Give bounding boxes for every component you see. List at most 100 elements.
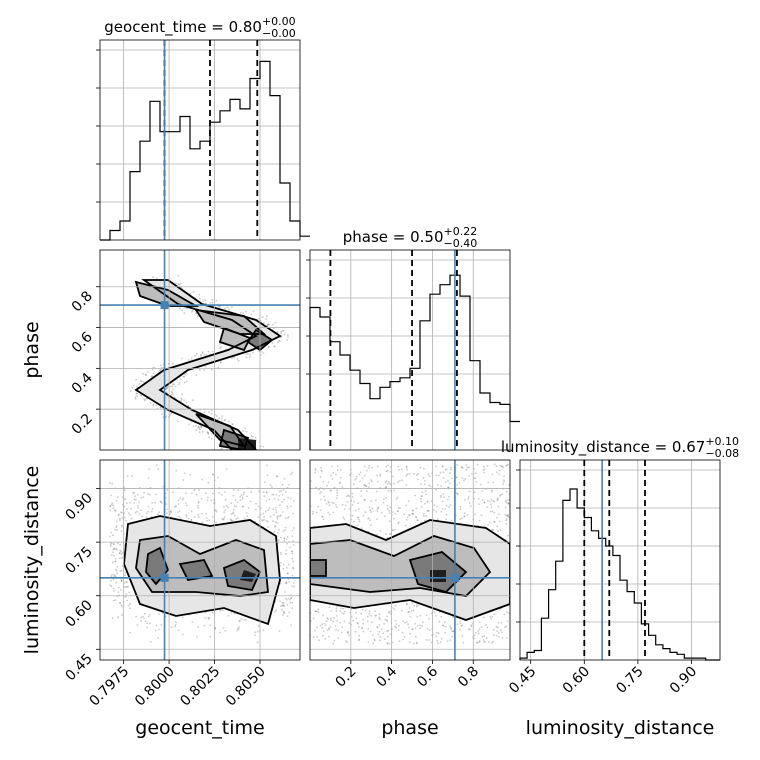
sample-point-phase-luminosity_distance-1153 (368, 506, 371, 509)
sample-point-phase-luminosity_distance-394 (396, 496, 399, 499)
sample-point-geocent_time-luminosity_distance-166 (157, 513, 159, 516)
sample-point-phase-luminosity_distance-10 (332, 511, 335, 514)
sample-point-geocent_time-luminosity_distance-983 (136, 510, 139, 513)
sample-point-geocent_time-luminosity_distance-468 (111, 561, 114, 564)
sample-point-geocent_time-phase-343 (249, 353, 252, 356)
sample-point-geocent_time-phase-536 (252, 351, 254, 354)
sample-point-geocent_time-luminosity_distance-768 (230, 519, 232, 522)
sample-point-geocent_time-luminosity_distance-724 (115, 568, 117, 571)
sample-point-geocent_time-luminosity_distance-382 (234, 499, 237, 501)
sample-point-phase-luminosity_distance-543 (361, 608, 364, 611)
sample-point-phase-luminosity_distance-1024 (444, 481, 447, 483)
sample-point-geocent_time-phase-732 (198, 369, 201, 371)
density-fill-geocent_time-luminosity_distance-2-2 (180, 560, 212, 580)
sample-point-geocent_time-phase-843 (165, 391, 168, 394)
sample-point-geocent_time-luminosity_distance-879 (282, 511, 284, 513)
sample-point-phase-luminosity_distance-451 (395, 498, 398, 500)
sample-point-phase-luminosity_distance-1170 (478, 640, 481, 643)
sample-point-geocent_time-luminosity_distance-296 (161, 612, 164, 614)
sample-point-phase-luminosity_distance-700 (428, 484, 430, 487)
sample-point-phase-luminosity_distance-271 (465, 464, 468, 466)
sample-point-geocent_time-luminosity_distance-947 (114, 557, 117, 560)
sample-point-geocent_time-luminosity_distance-1059 (241, 496, 244, 499)
sample-point-phase-luminosity_distance-1204 (317, 611, 320, 613)
sample-point-phase-luminosity_distance-1069 (421, 491, 424, 494)
sample-point-phase-luminosity_distance-408 (333, 502, 335, 504)
sample-point-phase-luminosity_distance-8 (379, 473, 382, 476)
sample-point-geocent_time-luminosity_distance-1096 (110, 585, 113, 588)
sample-point-phase-luminosity_distance-1154 (344, 504, 347, 507)
sample-point-geocent_time-luminosity_distance-600 (250, 491, 253, 493)
sample-point-phase-luminosity_distance-794 (422, 476, 425, 479)
contour-geocent_time-luminosity_distance-1-0 (135, 535, 269, 597)
sample-point-geocent_time-phase-812 (178, 283, 180, 286)
sample-point-geocent_time-luminosity_distance-130 (204, 617, 207, 619)
sample-point-phase-luminosity_distance-892 (329, 626, 332, 628)
sample-point-phase-luminosity_distance-1013 (320, 490, 322, 493)
sample-point-geocent_time-phase-361 (145, 374, 148, 376)
sample-point-geocent_time-luminosity_distance-243 (197, 513, 200, 516)
sample-point-geocent_time-luminosity_distance-605 (124, 586, 127, 588)
density-fill-geocent_time-phase-1-1 (196, 310, 264, 334)
sample-point-geocent_time-phase-10 (172, 362, 174, 365)
sample-point-phase-luminosity_distance-583 (384, 533, 387, 536)
sample-point-geocent_time-luminosity_distance-595 (256, 641, 259, 644)
sample-point-geocent_time-phase-848 (139, 394, 142, 396)
sample-point-phase-luminosity_distance-113 (409, 632, 412, 635)
sample-point-geocent_time-phase-486 (170, 393, 173, 396)
sample-point-phase-luminosity_distance-431 (489, 503, 492, 506)
sample-point-geocent_time-luminosity_distance-139 (238, 620, 241, 623)
sample-point-geocent_time-luminosity_distance-911 (118, 513, 120, 515)
sample-point-phase-luminosity_distance-52 (336, 605, 338, 608)
sample-point-phase-luminosity_distance-1231 (498, 473, 500, 475)
sample-point-phase-luminosity_distance-803 (483, 501, 486, 504)
sample-point-phase-luminosity_distance-571 (320, 469, 323, 472)
sample-point-geocent_time-luminosity_distance-102 (293, 544, 295, 546)
xtick-label-geocent_time-2: 0.8025 (177, 664, 223, 710)
sample-point-phase-luminosity_distance-520 (389, 506, 392, 509)
sample-point-geocent_time-phase-393 (152, 276, 155, 279)
sample-point-phase-luminosity_distance-723 (436, 631, 438, 634)
sample-point-geocent_time-phase-566 (287, 336, 289, 338)
sample-point-geocent_time-luminosity_distance-686 (175, 505, 177, 508)
sample-point-geocent_time-luminosity_distance-795 (276, 475, 279, 478)
sample-point-phase-luminosity_distance-378 (351, 496, 354, 498)
sample-point-geocent_time-phase-860 (200, 425, 203, 428)
sample-point-phase-luminosity_distance-1203 (499, 464, 501, 467)
sample-point-geocent_time-phase-681 (267, 323, 269, 326)
panel-title-minus-geocent_time: −0.00 (262, 27, 296, 40)
sample-point-geocent_time-luminosity_distance-231 (200, 498, 203, 500)
sample-point-geocent_time-phase-539 (189, 292, 192, 295)
sample-point-phase-luminosity_distance-736 (375, 614, 378, 617)
sample-point-geocent_time-luminosity_distance-718 (110, 531, 112, 534)
sample-point-phase-luminosity_distance-562 (483, 641, 486, 643)
sample-point-phase-luminosity_distance-456 (385, 486, 387, 489)
sample-point-geocent_time-phase-206 (277, 341, 279, 343)
sample-point-phase-luminosity_distance-274 (314, 610, 317, 613)
sample-point-phase-luminosity_distance-204 (505, 637, 508, 639)
sample-point-geocent_time-luminosity_distance-712 (263, 516, 265, 518)
sample-point-phase-luminosity_distance-815 (357, 502, 360, 504)
sample-point-geocent_time-luminosity_distance-496 (288, 484, 290, 486)
sample-point-phase-luminosity_distance-354 (485, 624, 487, 626)
sample-point-phase-luminosity_distance-254 (357, 516, 360, 519)
sample-point-phase-luminosity_distance-895 (405, 603, 408, 606)
sample-point-geocent_time-luminosity_distance-1159 (209, 624, 212, 627)
sample-point-phase-luminosity_distance-216 (450, 468, 452, 471)
sample-point-phase-luminosity_distance-1131 (411, 628, 414, 631)
sample-point-phase-luminosity_distance-304 (497, 621, 500, 624)
sample-point-geocent_time-luminosity_distance-607 (280, 553, 282, 556)
sample-point-phase-luminosity_distance-189 (456, 484, 459, 486)
sample-point-geocent_time-luminosity_distance-322 (121, 524, 123, 527)
sample-point-geocent_time-luminosity_distance-266 (256, 630, 259, 633)
contour-geocent_time-phase-2-1 (218, 428, 250, 450)
sample-point-geocent_time-luminosity_distance-184 (232, 508, 235, 511)
sample-point-geocent_time-luminosity_distance-565 (174, 625, 176, 628)
sample-point-geocent_time-luminosity_distance-1130 (115, 547, 118, 550)
xtick-label-geocent_time-0: 0.7975 (86, 664, 132, 710)
sample-point-geocent_time-phase-194 (134, 397, 137, 400)
sample-point-phase-luminosity_distance-711 (419, 614, 422, 617)
sample-point-geocent_time-luminosity_distance-1036 (115, 548, 118, 551)
sample-point-phase-luminosity_distance-981 (335, 610, 338, 613)
sample-point-geocent_time-luminosity_distance-925 (268, 498, 271, 501)
